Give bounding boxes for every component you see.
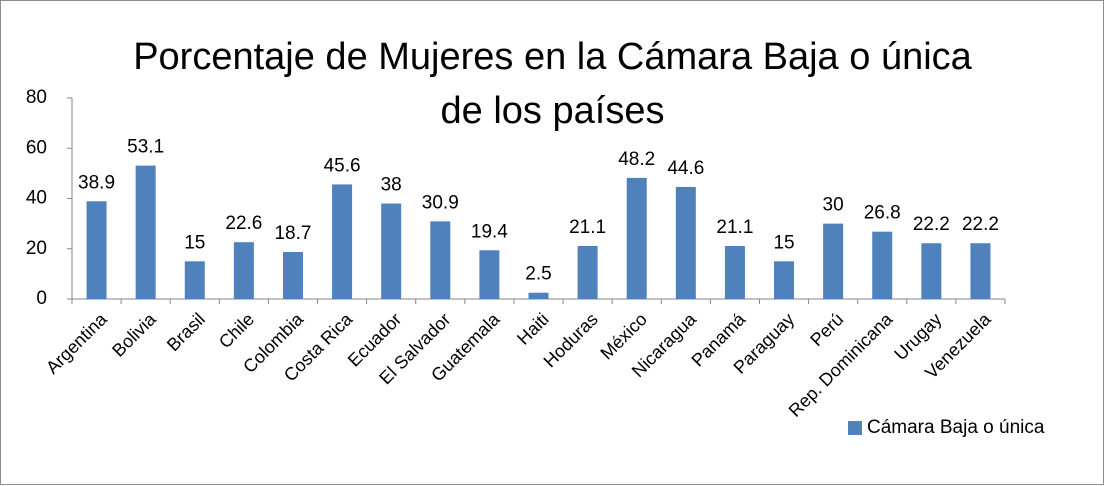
data-label: 30 — [823, 195, 844, 216]
data-label: 22.6 — [225, 213, 262, 234]
legend-swatch — [848, 421, 862, 435]
y-tick-label: 20 — [26, 238, 47, 259]
data-label: 48.2 — [618, 149, 655, 170]
bar — [282, 252, 303, 299]
data-label: 22.2 — [913, 214, 950, 235]
bar — [724, 245, 745, 299]
bar — [381, 203, 402, 299]
bar — [823, 223, 844, 299]
bar — [528, 292, 549, 299]
bar — [479, 250, 500, 299]
y-tick-label: 60 — [26, 137, 47, 158]
data-label: 38 — [381, 175, 402, 196]
bar — [921, 243, 942, 299]
bar — [86, 201, 107, 299]
bar — [184, 261, 205, 299]
bar — [872, 231, 893, 299]
y-tick-label: 40 — [26, 188, 47, 209]
data-label: 21.1 — [716, 217, 753, 238]
bar — [332, 184, 353, 299]
bar — [135, 165, 156, 299]
bar — [675, 186, 696, 299]
data-label: 45.6 — [324, 155, 361, 176]
data-label: 38.9 — [78, 172, 115, 193]
data-label: 22.2 — [962, 214, 999, 235]
bar — [970, 243, 991, 299]
y-tick-label: 0 — [36, 288, 47, 309]
chart-title: Porcentaje de Mujeres en la Cámara Baja … — [133, 36, 972, 132]
bar — [626, 177, 647, 299]
data-label: 18.7 — [274, 223, 311, 244]
bar — [430, 221, 451, 299]
data-label: 2.5 — [525, 264, 551, 285]
data-label: 53.1 — [127, 137, 164, 158]
legend-label: Cámara Baja o única — [867, 417, 1045, 438]
data-label: 15 — [773, 232, 794, 253]
bar — [577, 245, 598, 299]
data-label: 15 — [184, 232, 205, 253]
data-label: 26.8 — [864, 203, 901, 224]
data-label: 19.4 — [471, 221, 508, 242]
data-label: 30.9 — [422, 192, 459, 213]
data-label: 44.6 — [667, 158, 704, 179]
y-tick-label: 80 — [26, 87, 47, 108]
bar — [774, 261, 795, 299]
bar — [233, 242, 254, 299]
data-label: 21.1 — [569, 217, 606, 238]
